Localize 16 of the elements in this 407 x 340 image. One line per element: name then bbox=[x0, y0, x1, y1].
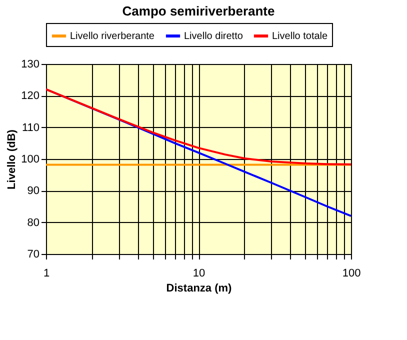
y-axis-title: Livello (dB) bbox=[6, 129, 18, 190]
y-tick-label: 80 bbox=[27, 216, 40, 229]
y-tick-label: 110 bbox=[22, 122, 40, 134]
legend-label: Livello riverberante bbox=[70, 31, 155, 42]
x-tick-label: 10 bbox=[192, 268, 206, 280]
y-tick-label: 90 bbox=[27, 185, 40, 198]
legend-label: Livello diretto bbox=[184, 31, 244, 42]
chart-title: Campo semiriverberante bbox=[122, 4, 275, 18]
x-axis-title: Distanza (m) bbox=[166, 282, 232, 294]
legend-label: Livello totale bbox=[272, 31, 328, 42]
x-tick-label: 1 bbox=[43, 268, 50, 280]
y-tick-label: 120 bbox=[21, 90, 40, 102]
x-tick-label: 100 bbox=[342, 268, 361, 280]
y-tick-label: 100 bbox=[21, 154, 40, 166]
y-tick-label: 70 bbox=[27, 248, 40, 260]
y-tick-label: 130 bbox=[21, 58, 40, 70]
